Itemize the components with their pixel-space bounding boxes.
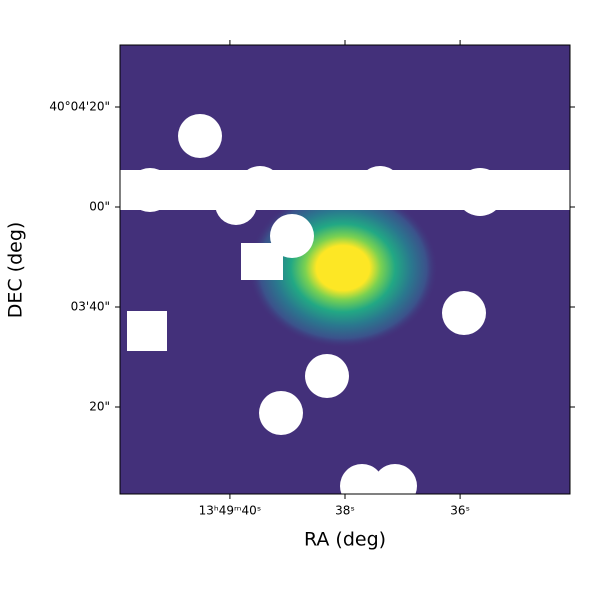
x-axis-label: RA (deg) <box>304 529 386 551</box>
y-tick-label: 40°04'20" <box>49 100 110 114</box>
y-tick-label: 03'40" <box>71 300 110 314</box>
y-axis-label: DEC (deg) <box>5 222 27 319</box>
x-tick-label: 36ˢ <box>450 504 470 518</box>
x-tick-label: 13ʰ49ᵐ40ˢ <box>199 504 262 518</box>
mask <box>120 114 570 494</box>
y-tick-label: 00" <box>89 200 110 214</box>
image <box>120 45 570 494</box>
x-tick-label: 38ˢ <box>335 504 355 518</box>
y-tick-label: 20" <box>89 400 110 414</box>
